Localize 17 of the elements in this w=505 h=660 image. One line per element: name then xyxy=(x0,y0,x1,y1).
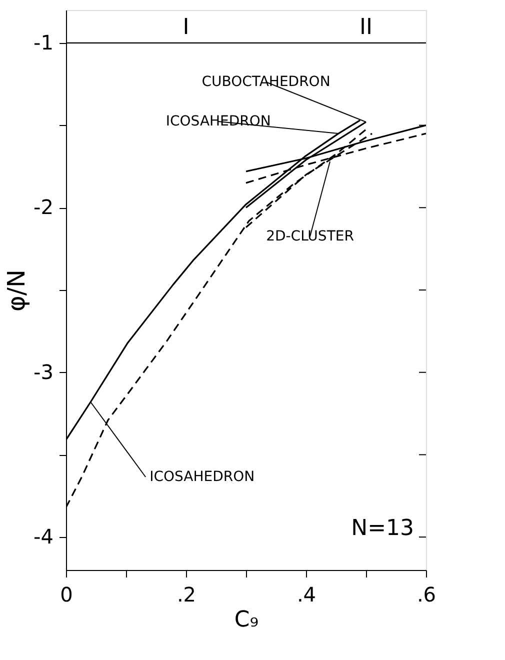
x-tick-label: 0 xyxy=(60,582,73,606)
y-tick-label: -3 xyxy=(34,360,54,384)
x-tick-label: .4 xyxy=(296,582,316,606)
y-tick-label: -2 xyxy=(34,195,54,220)
y-tick-label: -1 xyxy=(34,30,54,54)
annotation: ICOSAHEDRON xyxy=(166,114,271,130)
x-axis-title: C₉ xyxy=(234,608,259,632)
annotation: I xyxy=(182,14,190,40)
y-tick-label: -4 xyxy=(34,524,54,549)
annotation: ICOSAHEDRON xyxy=(150,469,255,485)
y-axis-title: φ/N xyxy=(2,270,31,312)
annotation: N=13 xyxy=(351,516,414,541)
annotation: 2D-CLUSTER xyxy=(266,228,354,245)
x-tick-label: .2 xyxy=(176,582,196,606)
annotation: CUBOCTAHEDRON xyxy=(202,74,330,90)
x-tick-label: .6 xyxy=(416,582,436,606)
annotation: II xyxy=(360,14,372,40)
